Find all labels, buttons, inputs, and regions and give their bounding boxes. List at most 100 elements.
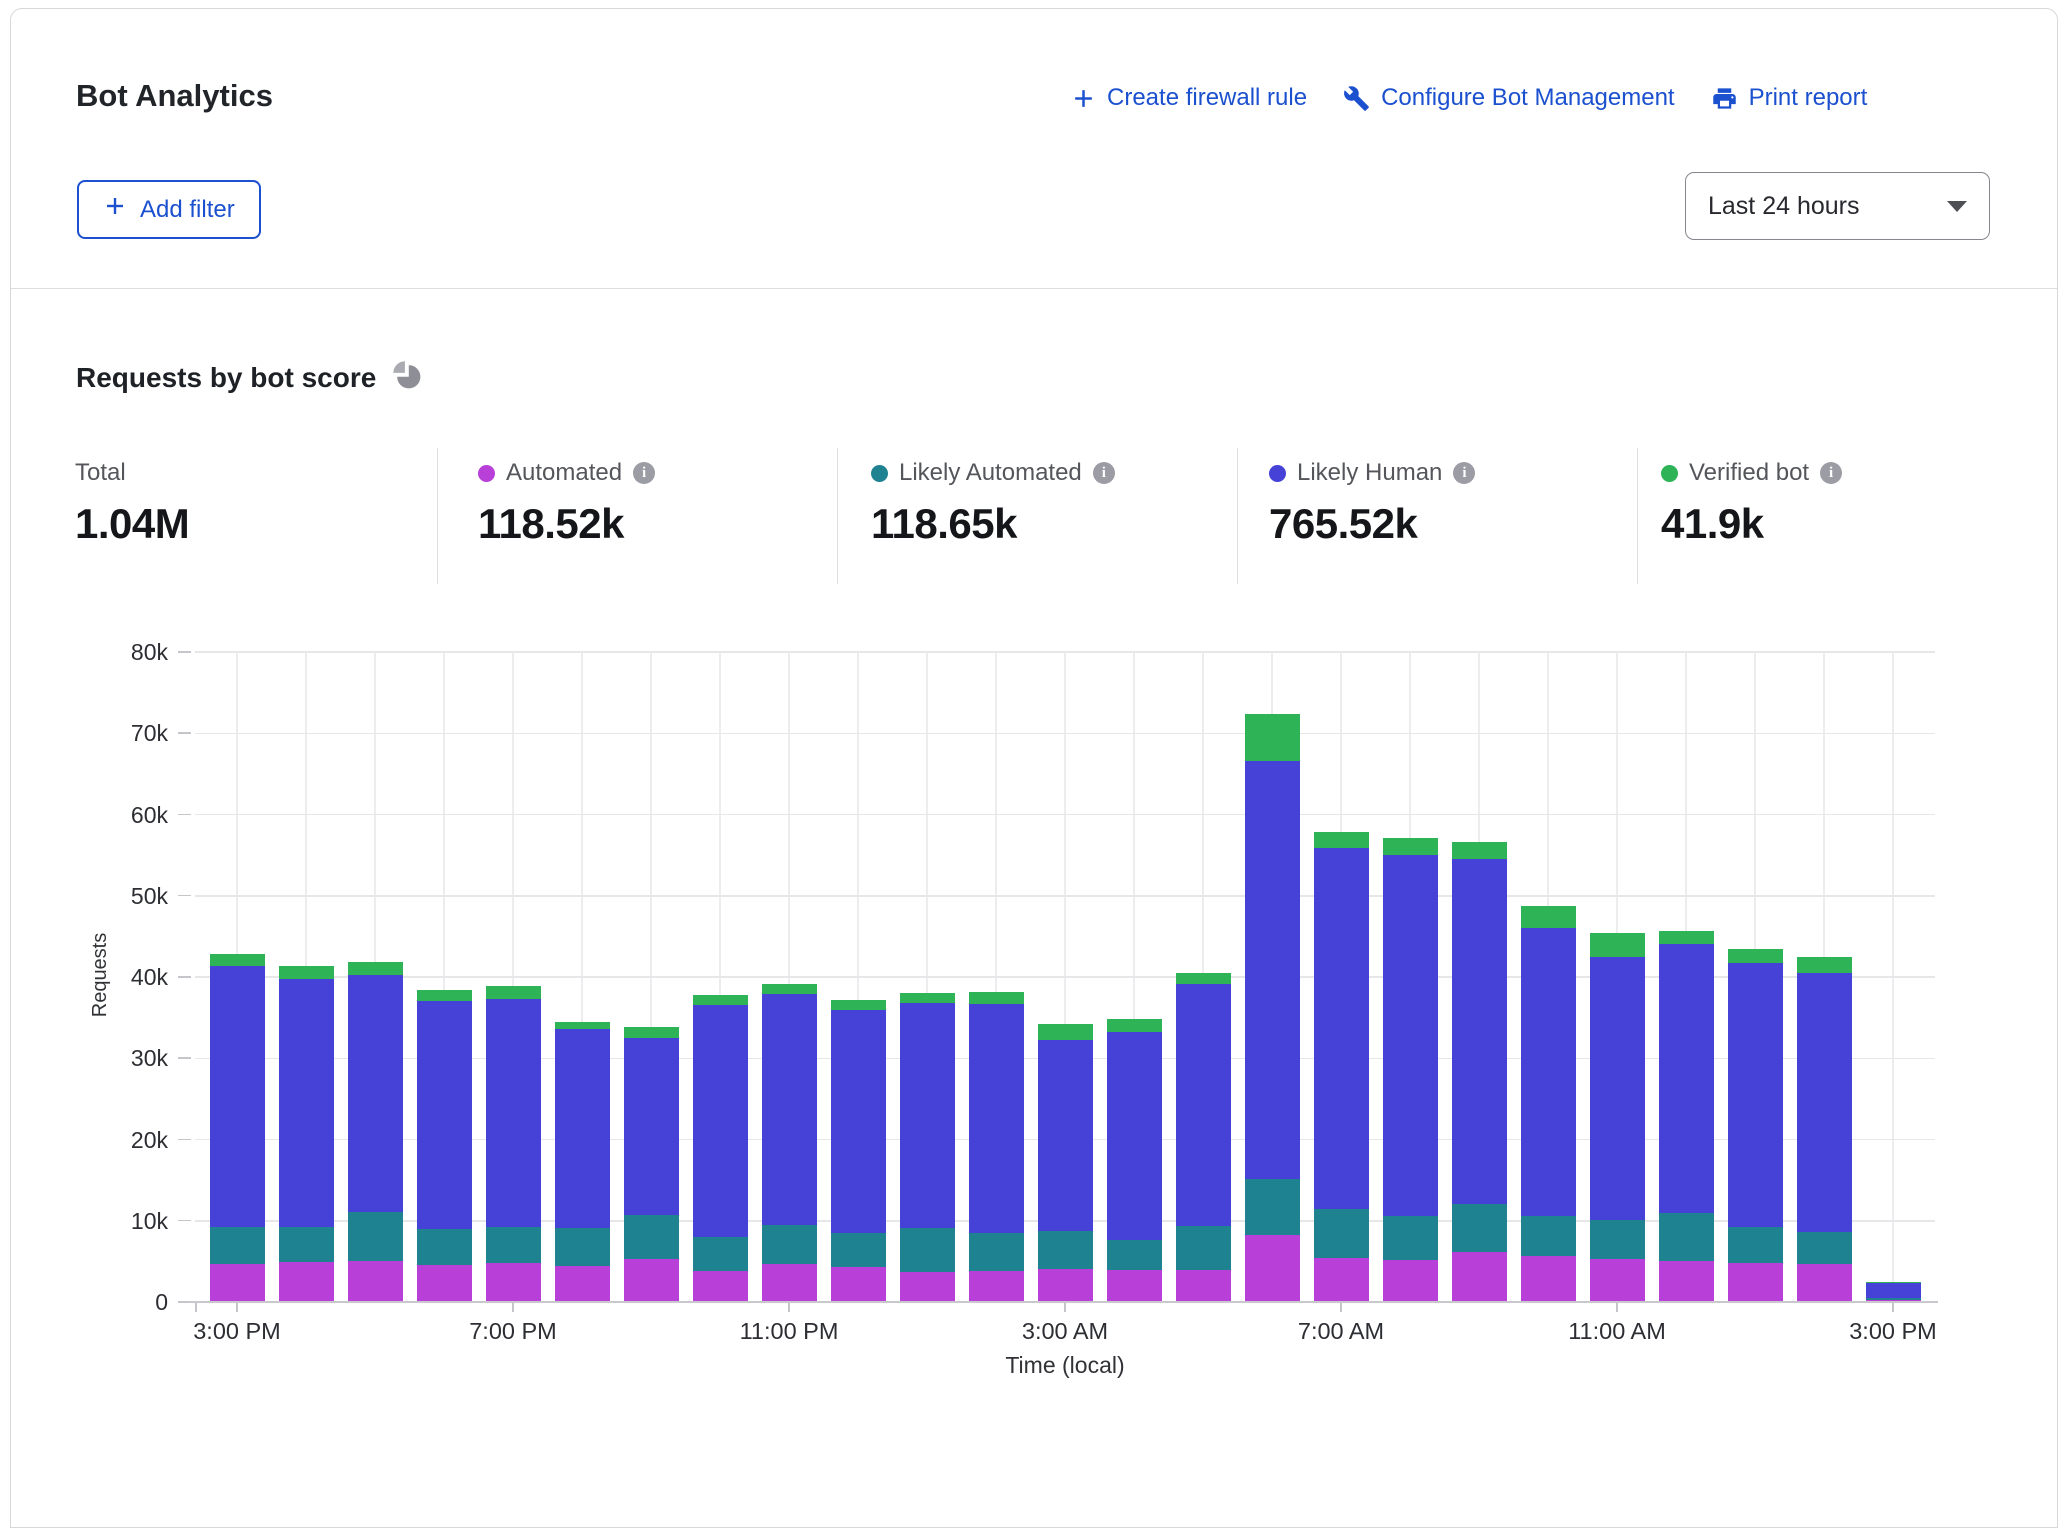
bar-segment-likely_automated[interactable]: [1038, 1231, 1093, 1269]
bar-segment-automated[interactable]: [1452, 1252, 1507, 1302]
bar-segment-likely_human[interactable]: [1728, 963, 1783, 1227]
bar-segment-automated[interactable]: [762, 1264, 817, 1302]
bar-segment-likely_human[interactable]: [348, 975, 403, 1211]
bar-segment-automated[interactable]: [900, 1272, 955, 1302]
bar-segment-likely_automated[interactable]: [969, 1233, 1024, 1272]
bar-segment-likely_human[interactable]: [969, 1004, 1024, 1233]
bar-segment-likely_automated[interactable]: [1521, 1216, 1576, 1256]
bar-segment-verified_bot[interactable]: [1452, 842, 1507, 859]
bar-segment-verified_bot[interactable]: [1659, 931, 1714, 944]
bar-segment-automated[interactable]: [1245, 1235, 1300, 1302]
bar-segment-likely_human[interactable]: [1038, 1040, 1093, 1231]
bar-segment-verified_bot[interactable]: [624, 1027, 679, 1038]
bar-segment-automated[interactable]: [624, 1259, 679, 1302]
bar-segment-likely_human[interactable]: [1314, 848, 1369, 1209]
bar-segment-automated[interactable]: [1107, 1270, 1162, 1303]
bar-segment-likely_human[interactable]: [693, 1005, 748, 1237]
bar-segment-likely_human[interactable]: [831, 1010, 886, 1233]
bar-segment-likely_human[interactable]: [1245, 761, 1300, 1179]
bar-segment-automated[interactable]: [1314, 1258, 1369, 1302]
bar-segment-likely_automated[interactable]: [1383, 1216, 1438, 1259]
bar-segment-automated[interactable]: [1797, 1264, 1852, 1302]
bar-segment-verified_bot[interactable]: [279, 966, 334, 979]
bar-segment-automated[interactable]: [831, 1267, 886, 1302]
bar-segment-automated[interactable]: [486, 1263, 541, 1302]
bar-segment-verified_bot[interactable]: [1038, 1024, 1093, 1039]
bar-segment-likely_automated[interactable]: [900, 1228, 955, 1271]
bar-segment-verified_bot[interactable]: [1797, 957, 1852, 973]
bar-segment-likely_human[interactable]: [1452, 859, 1507, 1204]
bar-segment-verified_bot[interactable]: [1176, 973, 1231, 984]
bar-segment-automated[interactable]: [1521, 1256, 1576, 1302]
bar-segment-likely_human[interactable]: [1659, 944, 1714, 1213]
bar-segment-likely_human[interactable]: [1383, 855, 1438, 1216]
configure-bot-management-link[interactable]: Configure Bot Management: [1343, 84, 1675, 112]
bar-segment-likely_human[interactable]: [1797, 973, 1852, 1233]
bar-segment-likely_human[interactable]: [417, 1001, 472, 1229]
bar-segment-verified_bot[interactable]: [210, 954, 265, 965]
bar-segment-likely_automated[interactable]: [417, 1229, 472, 1266]
bar-segment-verified_bot[interactable]: [1245, 714, 1300, 761]
bar-segment-verified_bot[interactable]: [348, 962, 403, 976]
bar-segment-likely_automated[interactable]: [279, 1227, 334, 1262]
bar-segment-automated[interactable]: [1383, 1260, 1438, 1302]
bar-segment-verified_bot[interactable]: [486, 986, 541, 999]
bar-segment-verified_bot[interactable]: [693, 995, 748, 1005]
bar-segment-verified_bot[interactable]: [417, 990, 472, 1001]
bar-segment-automated[interactable]: [693, 1271, 748, 1302]
bar-segment-automated[interactable]: [210, 1264, 265, 1302]
bar-segment-likely_human[interactable]: [1176, 984, 1231, 1226]
bar-segment-verified_bot[interactable]: [969, 992, 1024, 1003]
bar-segment-likely_human[interactable]: [486, 999, 541, 1227]
bar-segment-likely_automated[interactable]: [1107, 1240, 1162, 1269]
bar-segment-verified_bot[interactable]: [1728, 949, 1783, 963]
add-filter-button[interactable]: Add filter: [77, 180, 261, 239]
bar-segment-likely_automated[interactable]: [1866, 1298, 1921, 1300]
bar-segment-likely_automated[interactable]: [762, 1225, 817, 1264]
time-range-select[interactable]: Last 24 hours: [1685, 172, 1990, 240]
bar-segment-verified_bot[interactable]: [1107, 1019, 1162, 1032]
bar-segment-likely_automated[interactable]: [348, 1212, 403, 1262]
bar-segment-verified_bot[interactable]: [762, 984, 817, 994]
info-icon[interactable]: i: [1453, 462, 1475, 484]
bar-segment-likely_automated[interactable]: [1590, 1220, 1645, 1259]
create-firewall-rule-link[interactable]: Create firewall rule: [1071, 84, 1307, 112]
bar-segment-verified_bot[interactable]: [1590, 933, 1645, 957]
bar-segment-likely_human[interactable]: [555, 1029, 610, 1228]
print-report-link[interactable]: Print report: [1711, 84, 1868, 112]
bar-segment-likely_automated[interactable]: [1245, 1179, 1300, 1235]
bar-segment-verified_bot[interactable]: [900, 993, 955, 1004]
bar-segment-likely_automated[interactable]: [486, 1227, 541, 1263]
bar-segment-likely_automated[interactable]: [1176, 1226, 1231, 1271]
bar-segment-likely_human[interactable]: [1107, 1032, 1162, 1240]
bar-segment-likely_automated[interactable]: [1659, 1213, 1714, 1261]
bar-segment-likely_automated[interactable]: [555, 1228, 610, 1266]
bar-segment-likely_human[interactable]: [1590, 957, 1645, 1220]
bar-segment-automated[interactable]: [417, 1265, 472, 1302]
bar-segment-likely_human[interactable]: [1866, 1282, 1921, 1297]
bar-segment-automated[interactable]: [1590, 1259, 1645, 1302]
bar-segment-likely_automated[interactable]: [693, 1237, 748, 1271]
bar-segment-likely_human[interactable]: [279, 979, 334, 1228]
bar-segment-verified_bot[interactable]: [1383, 838, 1438, 855]
bar-segment-verified_bot[interactable]: [1521, 906, 1576, 928]
bar-segment-likely_automated[interactable]: [624, 1215, 679, 1259]
bar-segment-verified_bot[interactable]: [555, 1022, 610, 1030]
bar-segment-automated[interactable]: [1659, 1261, 1714, 1302]
bar-segment-automated[interactable]: [555, 1266, 610, 1302]
info-icon[interactable]: i: [1093, 462, 1115, 484]
bar-segment-verified_bot[interactable]: [831, 1000, 886, 1010]
bar-segment-automated[interactable]: [969, 1271, 1024, 1302]
bar-segment-likely_automated[interactable]: [1452, 1204, 1507, 1252]
bar-segment-automated[interactable]: [279, 1262, 334, 1302]
bar-segment-automated[interactable]: [1176, 1270, 1231, 1302]
bar-segment-likely_automated[interactable]: [1797, 1232, 1852, 1264]
info-icon[interactable]: i: [633, 462, 655, 484]
bar-segment-likely_automated[interactable]: [210, 1227, 265, 1264]
bar-segment-likely_human[interactable]: [210, 966, 265, 1228]
bar-segment-automated[interactable]: [348, 1261, 403, 1302]
bar-segment-likely_automated[interactable]: [1314, 1209, 1369, 1257]
bar-segment-likely_human[interactable]: [900, 1003, 955, 1228]
info-icon[interactable]: i: [1820, 462, 1842, 484]
bar-segment-verified_bot[interactable]: [1314, 832, 1369, 849]
